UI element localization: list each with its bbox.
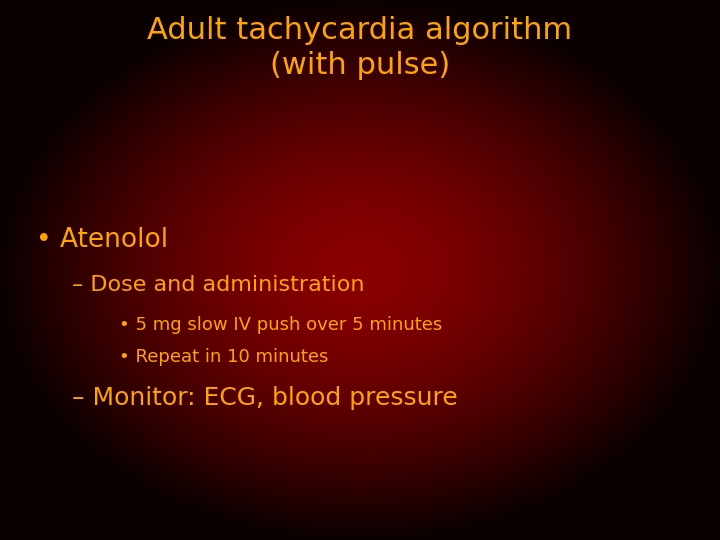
Text: Adult tachycardia algorithm
(with pulse): Adult tachycardia algorithm (with pulse) xyxy=(148,16,572,80)
Text: • Atenolol: • Atenolol xyxy=(36,227,168,253)
Text: – Monitor: ECG, blood pressure: – Monitor: ECG, blood pressure xyxy=(72,386,458,410)
Text: – Dose and administration: – Dose and administration xyxy=(72,275,364,295)
Text: • 5 mg slow IV push over 5 minutes: • 5 mg slow IV push over 5 minutes xyxy=(119,316,442,334)
Text: • Repeat in 10 minutes: • Repeat in 10 minutes xyxy=(119,348,328,366)
